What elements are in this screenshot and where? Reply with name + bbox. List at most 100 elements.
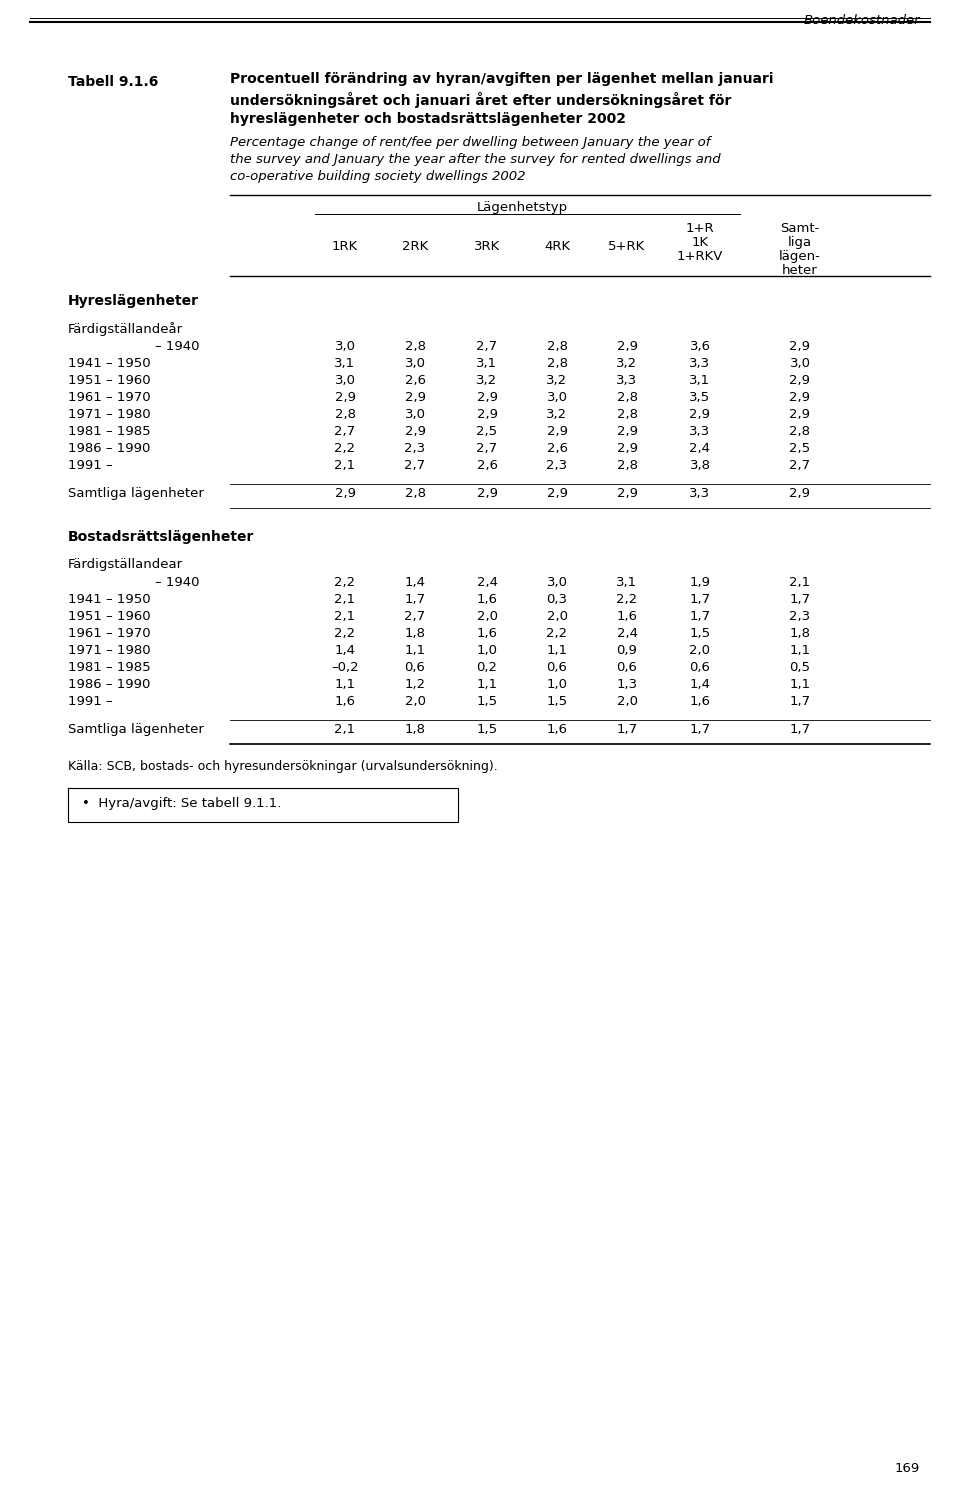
Text: Bostadsrättslägenheter: Bostadsrättslägenheter	[68, 530, 254, 544]
Text: 3,3: 3,3	[689, 356, 710, 370]
Text: 1941 – 1950: 1941 – 1950	[68, 356, 151, 370]
Text: 1,1: 1,1	[789, 679, 810, 691]
Text: 1961 – 1970: 1961 – 1970	[68, 391, 151, 404]
Text: 2,7: 2,7	[476, 443, 497, 454]
Text: 2,4: 2,4	[689, 443, 710, 454]
Text: 1,7: 1,7	[404, 593, 425, 606]
Text: co-operative building society dwellings 2002: co-operative building society dwellings …	[230, 169, 525, 183]
Text: 2,9: 2,9	[546, 487, 567, 500]
Text: 2,9: 2,9	[476, 487, 497, 500]
Text: the survey and January the year after the survey for rented dwellings and: the survey and January the year after th…	[230, 153, 721, 166]
Text: 1,4: 1,4	[689, 679, 710, 691]
Text: 2,9: 2,9	[689, 408, 710, 422]
Text: 2RK: 2RK	[402, 241, 428, 252]
Text: 1981 – 1985: 1981 – 1985	[68, 425, 151, 438]
Text: 2,9: 2,9	[404, 391, 425, 404]
Text: 2,6: 2,6	[546, 443, 567, 454]
Text: 2,1: 2,1	[334, 723, 355, 737]
Text: 1,7: 1,7	[789, 695, 810, 708]
Text: 2,0: 2,0	[476, 610, 497, 624]
Text: 0,6: 0,6	[546, 661, 567, 674]
Text: Percentage change of rent/fee per dwelling between January the year of: Percentage change of rent/fee per dwelli…	[230, 137, 710, 148]
Text: 1,4: 1,4	[334, 644, 355, 656]
Text: 2,8: 2,8	[616, 391, 637, 404]
Text: 2,1: 2,1	[334, 610, 355, 624]
Text: 2,9: 2,9	[789, 408, 810, 422]
Text: 3,0: 3,0	[404, 356, 425, 370]
Text: 1,1: 1,1	[334, 679, 355, 691]
Text: 1,7: 1,7	[689, 593, 710, 606]
Text: 3,8: 3,8	[689, 459, 710, 472]
Text: undersökningsåret och januari året efter undersökningsåret för: undersökningsåret och januari året efter…	[230, 92, 732, 108]
Text: 2,4: 2,4	[616, 627, 637, 640]
Text: 1,5: 1,5	[476, 723, 497, 737]
Text: 2,8: 2,8	[546, 340, 567, 353]
Text: 3,2: 3,2	[616, 356, 637, 370]
Text: 3,2: 3,2	[546, 374, 567, 388]
Text: 1986 – 1990: 1986 – 1990	[68, 443, 151, 454]
Text: – 1940: – 1940	[155, 576, 200, 590]
Text: 5+RK: 5+RK	[609, 241, 646, 252]
Text: 3,0: 3,0	[334, 340, 355, 353]
Text: 0,6: 0,6	[616, 661, 637, 674]
Text: 1971 – 1980: 1971 – 1980	[68, 644, 151, 656]
Text: 1,1: 1,1	[789, 644, 810, 656]
Text: 1,6: 1,6	[546, 723, 567, 737]
Text: 1991 –: 1991 –	[68, 459, 112, 472]
Text: 2,6: 2,6	[404, 374, 425, 388]
Text: 3,1: 3,1	[689, 374, 710, 388]
Text: 1,6: 1,6	[476, 593, 497, 606]
Text: 1,8: 1,8	[404, 627, 425, 640]
Text: 2,9: 2,9	[616, 487, 637, 500]
Text: 1,0: 1,0	[546, 679, 567, 691]
Text: 1,7: 1,7	[616, 723, 637, 737]
Text: 2,6: 2,6	[476, 459, 497, 472]
Text: 1,3: 1,3	[616, 679, 637, 691]
Text: heter: heter	[782, 264, 818, 278]
Text: 1+R: 1+R	[685, 221, 714, 235]
Text: 3,1: 3,1	[334, 356, 355, 370]
Text: 2,5: 2,5	[789, 443, 810, 454]
Text: Samtliga lägenheter: Samtliga lägenheter	[68, 487, 204, 500]
Text: 2,4: 2,4	[476, 576, 497, 590]
Text: 1,6: 1,6	[616, 610, 637, 624]
Text: Färdigställandear: Färdigställandear	[68, 558, 183, 572]
Text: 1,1: 1,1	[404, 644, 425, 656]
Text: 2,3: 2,3	[546, 459, 567, 472]
Text: 2,9: 2,9	[546, 425, 567, 438]
Text: 2,1: 2,1	[789, 576, 810, 590]
Text: 2,9: 2,9	[334, 487, 355, 500]
Text: 1941 – 1950: 1941 – 1950	[68, 593, 151, 606]
Text: 3,0: 3,0	[789, 356, 810, 370]
Text: 3,2: 3,2	[546, 408, 567, 422]
Text: 3,0: 3,0	[404, 408, 425, 422]
Text: 2,7: 2,7	[334, 425, 355, 438]
Text: Tabell 9.1.6: Tabell 9.1.6	[68, 76, 158, 89]
Text: 2,9: 2,9	[789, 487, 810, 500]
Text: 2,9: 2,9	[616, 425, 637, 438]
Text: 3,2: 3,2	[476, 374, 497, 388]
Bar	[68, 789, 458, 823]
Text: 1,1: 1,1	[476, 679, 497, 691]
Text: 2,8: 2,8	[789, 425, 810, 438]
Text: 1,9: 1,9	[689, 576, 710, 590]
Text: 1,0: 1,0	[476, 644, 497, 656]
Text: Lägenhetstyp: Lägenhetstyp	[477, 200, 568, 214]
Text: 2,0: 2,0	[689, 644, 710, 656]
Text: 1,4: 1,4	[404, 576, 425, 590]
Text: liga: liga	[788, 236, 812, 249]
Text: 1,6: 1,6	[476, 627, 497, 640]
Text: 2,9: 2,9	[404, 425, 425, 438]
Text: 1+RKV: 1+RKV	[677, 249, 723, 263]
Text: 0,2: 0,2	[476, 661, 497, 674]
Text: 2,8: 2,8	[616, 459, 637, 472]
Text: 1,5: 1,5	[476, 695, 497, 708]
Text: 2,9: 2,9	[789, 391, 810, 404]
Text: 1K: 1K	[691, 236, 708, 249]
Text: 1,5: 1,5	[689, 627, 710, 640]
Text: Samtliga lägenheter: Samtliga lägenheter	[68, 723, 204, 737]
Text: 0,9: 0,9	[616, 644, 637, 656]
Text: 2,7: 2,7	[476, 340, 497, 353]
Text: 1971 – 1980: 1971 – 1980	[68, 408, 151, 422]
Text: 2,3: 2,3	[404, 443, 425, 454]
